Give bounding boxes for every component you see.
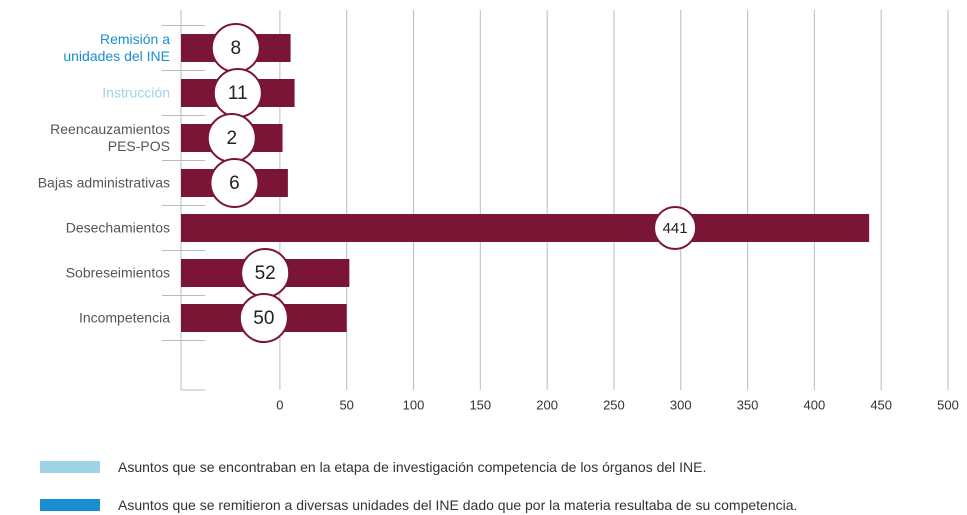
- value-label: 50: [253, 308, 274, 329]
- value-label: 8: [230, 38, 241, 59]
- value-label: 2: [226, 128, 237, 149]
- category-label: Instrucción: [102, 84, 170, 101]
- x-tick-label: 100: [403, 397, 425, 412]
- category-label: Reencauzamientos PES-POS: [50, 121, 170, 154]
- category-label: Remisión a unidades del INE: [63, 31, 170, 64]
- x-tick-label: 150: [469, 397, 491, 412]
- x-tick-label: 0: [276, 397, 283, 412]
- legend-swatch: [40, 499, 100, 511]
- x-tick-label: 200: [536, 397, 558, 412]
- x-tick-label: 250: [603, 397, 625, 412]
- category-label: Incompetencia: [78, 309, 170, 326]
- value-label: 6: [229, 173, 240, 194]
- x-tick-label: 400: [804, 397, 826, 412]
- x-tick-label: 350: [737, 397, 759, 412]
- x-tick-label: 450: [870, 397, 892, 412]
- bar: [181, 214, 870, 242]
- label-bubble: [209, 158, 260, 208]
- x-tick-label: 500: [937, 397, 959, 412]
- value-label: 11: [228, 83, 248, 104]
- legend-swatch: [40, 461, 100, 473]
- label-bubble: [653, 206, 698, 250]
- label-bubble: [238, 293, 289, 343]
- x-tick-label: 50: [339, 397, 353, 412]
- legend-label: Asuntos que se remitieron a diversas uni…: [118, 497, 798, 513]
- legend-label: Asuntos que se encontraban en la etapa d…: [118, 459, 707, 475]
- category-label: Bajas administrativas: [37, 174, 170, 191]
- category-label: Sobreseimientos: [65, 264, 170, 281]
- value-label: 441: [663, 220, 688, 237]
- x-tick-label: 300: [670, 397, 692, 412]
- category-label: Desechamientos: [65, 219, 170, 236]
- value-label: 52: [255, 263, 276, 284]
